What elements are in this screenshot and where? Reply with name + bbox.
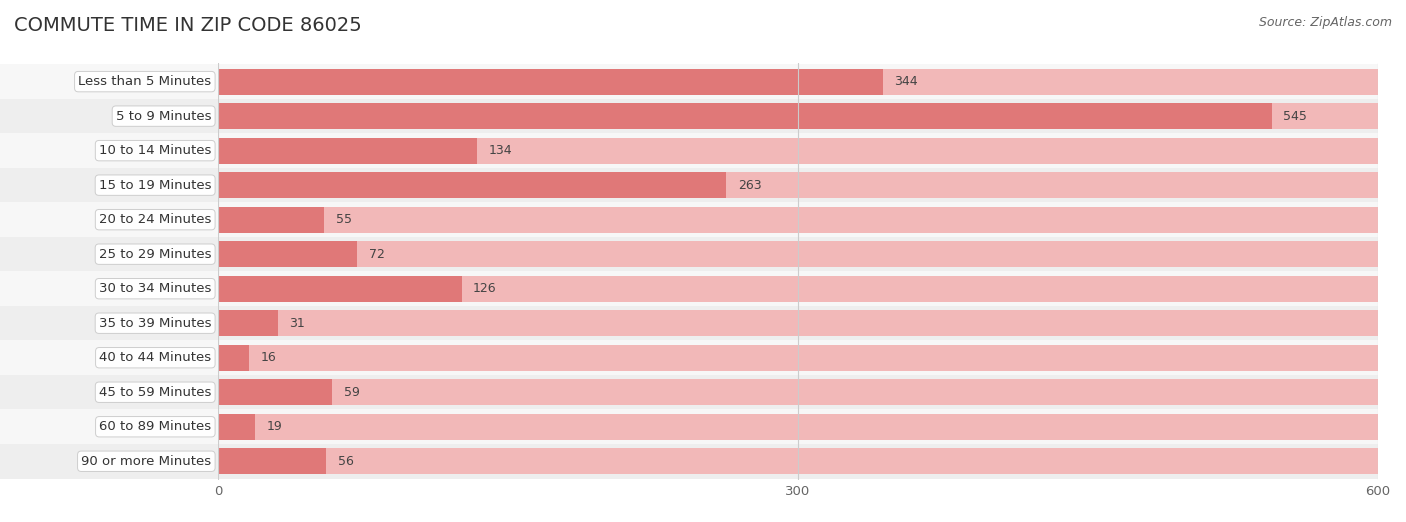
Bar xyxy=(0,375,218,409)
Bar xyxy=(218,340,1378,375)
Bar xyxy=(218,172,727,198)
Bar xyxy=(218,306,1378,340)
Text: 16: 16 xyxy=(260,351,276,364)
Bar xyxy=(218,345,1378,371)
Bar xyxy=(218,241,357,267)
Bar xyxy=(0,99,218,134)
Bar xyxy=(218,64,1378,99)
Text: 545: 545 xyxy=(1284,110,1308,123)
Bar xyxy=(218,69,1378,94)
Bar xyxy=(0,168,218,203)
Text: 344: 344 xyxy=(894,75,918,88)
Bar xyxy=(218,276,461,302)
Bar xyxy=(218,172,1378,198)
Text: Source: ZipAtlas.com: Source: ZipAtlas.com xyxy=(1258,16,1392,29)
Bar xyxy=(218,134,1378,168)
Bar xyxy=(218,271,1378,306)
Text: 45 to 59 Minutes: 45 to 59 Minutes xyxy=(98,386,211,399)
Bar xyxy=(218,241,1378,267)
Text: 30 to 34 Minutes: 30 to 34 Minutes xyxy=(98,282,211,295)
Bar xyxy=(218,379,332,405)
Text: 60 to 89 Minutes: 60 to 89 Minutes xyxy=(100,420,211,433)
Text: 5 to 9 Minutes: 5 to 9 Minutes xyxy=(115,110,211,123)
Text: 72: 72 xyxy=(368,247,385,260)
Text: 126: 126 xyxy=(472,282,496,295)
Text: 19: 19 xyxy=(266,420,283,433)
Text: 56: 56 xyxy=(337,455,354,468)
Bar xyxy=(218,310,1378,336)
Text: COMMUTE TIME IN ZIP CODE 86025: COMMUTE TIME IN ZIP CODE 86025 xyxy=(14,16,361,34)
Bar xyxy=(218,69,883,94)
Text: 263: 263 xyxy=(738,179,762,192)
Text: 31: 31 xyxy=(290,317,305,330)
Bar xyxy=(218,203,1378,237)
Bar xyxy=(218,138,477,163)
Bar xyxy=(0,340,218,375)
Bar xyxy=(218,138,1378,163)
Bar xyxy=(0,203,218,237)
Bar xyxy=(218,448,326,474)
Text: 40 to 44 Minutes: 40 to 44 Minutes xyxy=(100,351,211,364)
Bar xyxy=(218,310,278,336)
Text: 55: 55 xyxy=(336,213,352,226)
Bar xyxy=(218,168,1378,203)
Bar xyxy=(218,207,325,233)
Bar xyxy=(218,379,1378,405)
Bar xyxy=(218,103,1271,129)
Bar xyxy=(0,409,218,444)
Bar xyxy=(0,237,218,271)
Bar xyxy=(218,414,254,440)
Bar xyxy=(218,207,1378,233)
Text: 90 or more Minutes: 90 or more Minutes xyxy=(82,455,211,468)
Bar xyxy=(218,345,249,371)
Text: 10 to 14 Minutes: 10 to 14 Minutes xyxy=(98,144,211,157)
Bar xyxy=(0,444,218,479)
Bar xyxy=(218,409,1378,444)
Bar xyxy=(0,306,218,340)
Bar xyxy=(218,375,1378,409)
Text: Less than 5 Minutes: Less than 5 Minutes xyxy=(79,75,211,88)
Bar xyxy=(218,237,1378,271)
Bar xyxy=(218,99,1378,134)
Bar xyxy=(218,444,1378,479)
Text: 134: 134 xyxy=(489,144,512,157)
Text: 15 to 19 Minutes: 15 to 19 Minutes xyxy=(98,179,211,192)
Text: 59: 59 xyxy=(343,386,360,399)
Bar xyxy=(218,276,1378,302)
Text: 25 to 29 Minutes: 25 to 29 Minutes xyxy=(98,247,211,260)
Bar xyxy=(218,103,1378,129)
Bar xyxy=(0,271,218,306)
Bar xyxy=(0,64,218,99)
Bar xyxy=(218,448,1378,474)
Text: 20 to 24 Minutes: 20 to 24 Minutes xyxy=(98,213,211,226)
Bar xyxy=(0,134,218,168)
Bar xyxy=(218,414,1378,440)
Text: 35 to 39 Minutes: 35 to 39 Minutes xyxy=(98,317,211,330)
